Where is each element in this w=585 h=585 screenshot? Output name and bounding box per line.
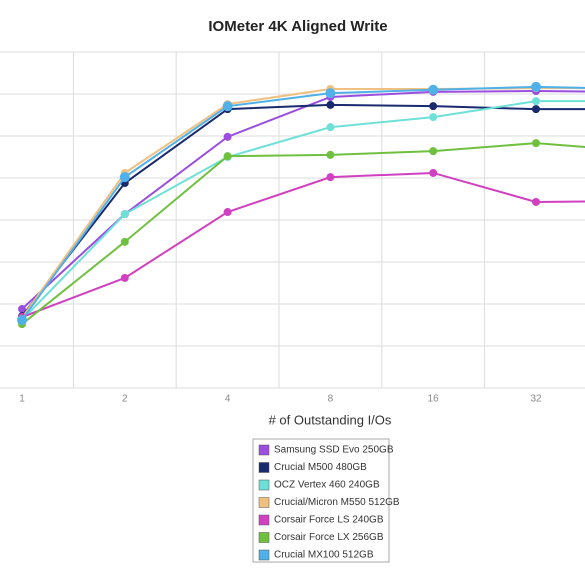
- legend-box: [252, 438, 390, 563]
- data-point: [223, 152, 232, 161]
- data-point: [531, 81, 541, 92]
- legend-swatch: [258, 444, 270, 456]
- legend-label: Crucial M500 480GB: [274, 462, 367, 473]
- chart-title: IOMeter 4K Aligned Write: [208, 18, 387, 35]
- data-point: [532, 105, 540, 114]
- data-point: [119, 172, 130, 183]
- data-point: [532, 197, 540, 206]
- legend-swatch: [258, 532, 270, 543]
- data-point: [429, 168, 438, 177]
- legend-swatch: [258, 462, 270, 473]
- data-point: [17, 314, 27, 325]
- legend-label: Crucial/Micron M550 512GB: [274, 497, 400, 508]
- legend-swatch: [258, 479, 270, 491]
- data-point: [326, 173, 335, 182]
- legend-label: Crucial MX100 512GB: [274, 550, 374, 561]
- data-point: [18, 305, 26, 314]
- x-tick-label: 8: [328, 394, 334, 405]
- x-tick-label: 1: [19, 394, 25, 405]
- legend-swatch: [258, 514, 270, 526]
- data-point: [429, 102, 438, 111]
- legend-label: Samsung SSD Evo 250GB: [274, 445, 394, 456]
- legend-swatch: [258, 549, 270, 561]
- x-tick-label: 16: [428, 394, 440, 405]
- data-point: [223, 208, 232, 217]
- legend-label: Corsair Force LX 256GB: [274, 532, 384, 543]
- x-axis-label: # of Outstanding I/Os: [269, 412, 392, 427]
- data-point: [120, 237, 129, 246]
- series-line: [21, 171, 585, 318]
- data-point: [120, 273, 129, 282]
- x-tick-label: 32: [530, 394, 542, 405]
- data-point: [532, 139, 540, 148]
- data-point: [326, 150, 335, 159]
- data-point: [532, 97, 540, 106]
- series-line: [21, 100, 585, 321]
- data-point: [325, 88, 336, 99]
- data-point: [120, 210, 129, 219]
- data-point: [429, 113, 438, 122]
- x-tick-label: 4: [225, 394, 231, 405]
- legend-label: Corsair Force LS 240GB: [274, 515, 384, 526]
- data-point: [428, 84, 439, 95]
- data-point: [223, 132, 232, 141]
- data-point: [222, 101, 233, 112]
- data-point: [429, 147, 438, 156]
- x-tick-label: 2: [122, 394, 128, 405]
- data-point: [326, 123, 335, 132]
- legend-label: OCZ Vertex 460 240GB: [274, 480, 380, 491]
- data-point: [326, 100, 335, 109]
- legend-swatch: [258, 497, 270, 508]
